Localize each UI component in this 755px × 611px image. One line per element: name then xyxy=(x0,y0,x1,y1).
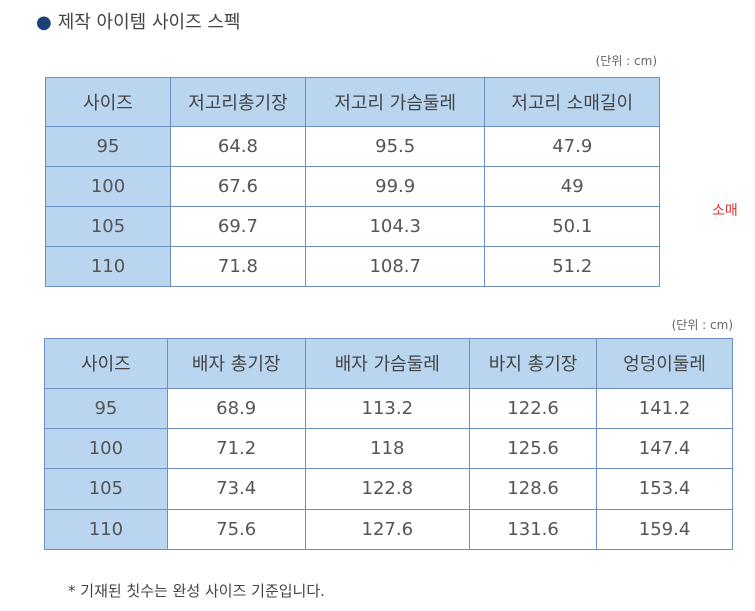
cell: 100 xyxy=(45,166,171,207)
footnote: * 기재된 칫수는 완성 사이즈 기준입니다. xyxy=(68,582,325,600)
cell: 118 xyxy=(304,427,471,470)
cell: 108.7 xyxy=(304,245,486,288)
header-cell: 저고리총기장 xyxy=(169,76,306,128)
cell: 95 xyxy=(44,387,168,429)
cell: 47.9 xyxy=(484,126,660,168)
header-cell: 배자 총기장 xyxy=(166,338,306,389)
title: 제작 아이템 사이즈 스펙 xyxy=(57,12,241,33)
table-row: 105 69.7 104.3 50.1 xyxy=(45,206,660,247)
cell: 71.8 xyxy=(169,245,306,288)
cell: 159.4 xyxy=(596,508,733,551)
header-cell: 배자 가슴둘레 xyxy=(304,338,471,389)
cell: 99.9 xyxy=(304,166,486,207)
header-cell: 저고리 소매길이 xyxy=(484,76,660,128)
cell: 105 xyxy=(45,206,171,247)
cell: 68.9 xyxy=(166,387,306,429)
cell: 141.2 xyxy=(596,387,733,429)
cell: 110 xyxy=(44,508,168,551)
cell: 105 xyxy=(44,468,168,510)
header-cell: 바지 총기장 xyxy=(469,338,598,389)
unit-label: (단위 : cm) xyxy=(671,318,733,332)
cell: 51.2 xyxy=(484,245,660,288)
header-row: 사이즈 배자 총기장 배자 가슴둘레 바지 총기장 엉덩이둘레 xyxy=(44,338,733,389)
header-cell: 사이즈 xyxy=(44,338,168,389)
cell: 122.8 xyxy=(304,468,471,510)
cell: 110 xyxy=(45,245,171,288)
header-row: 사이즈 저고리총기장 저고리 가슴둘레 저고리 소매길이 xyxy=(45,76,660,128)
cell: 49 xyxy=(484,166,660,207)
cell: 95.5 xyxy=(304,126,486,168)
bullet: ● xyxy=(36,12,52,33)
cell: 125.6 xyxy=(469,427,598,470)
table-row: 105 73.4 122.8 128.6 153.4 xyxy=(44,468,733,510)
header-cell: 저고리 가슴둘레 xyxy=(304,76,486,128)
cell: 75.6 xyxy=(166,508,306,551)
table-row: 100 67.6 99.9 49 xyxy=(45,166,660,207)
cell: 127.6 xyxy=(304,508,471,551)
title-row: ● 제작 아이템 사이즈 스펙 xyxy=(36,8,240,34)
cell: 95 xyxy=(45,126,171,168)
cell: 113.2 xyxy=(304,387,471,429)
header-cell: 엉덩이둘레 xyxy=(596,338,733,389)
cell: 153.4 xyxy=(596,468,733,510)
side-note: 소매 xyxy=(712,203,738,219)
header-cell: 사이즈 xyxy=(45,76,171,128)
cell: 122.6 xyxy=(469,387,598,429)
cell: 100 xyxy=(44,427,168,470)
table-row: 110 75.6 127.6 131.6 159.4 xyxy=(44,508,733,551)
cell: 104.3 xyxy=(304,206,486,247)
cell: 73.4 xyxy=(166,468,306,510)
cell: 69.7 xyxy=(169,206,306,247)
cell: 147.4 xyxy=(596,427,733,470)
spec-table: 사이즈 배자 총기장 배자 가슴둘레 바지 총기장 엉덩이둘레 95 68.9 113.2 12… xyxy=(44,338,733,551)
table-row: 100 71.2 118 125.6 147.4 xyxy=(44,427,733,470)
cell: 64.8 xyxy=(169,126,306,168)
cell: 50.1 xyxy=(484,206,660,247)
table-row: 95 68.9 113.2 122.6 141.2 xyxy=(44,387,733,429)
cell: 131.6 xyxy=(469,508,598,551)
table-row: 95 64.8 95.5 47.9 xyxy=(45,126,660,168)
cell: 128.6 xyxy=(469,468,598,510)
unit-label: (단위 : cm) xyxy=(595,54,657,68)
cell: 67.6 xyxy=(169,166,306,207)
cell: 71.2 xyxy=(166,427,306,470)
spec-table: 사이즈 저고리총기장 저고리 가슴둘레 저고리 소매길이 95 64.8 95.5 47.9 1… xyxy=(45,76,660,288)
table-row: 110 71.8 108.7 51.2 xyxy=(45,245,660,288)
